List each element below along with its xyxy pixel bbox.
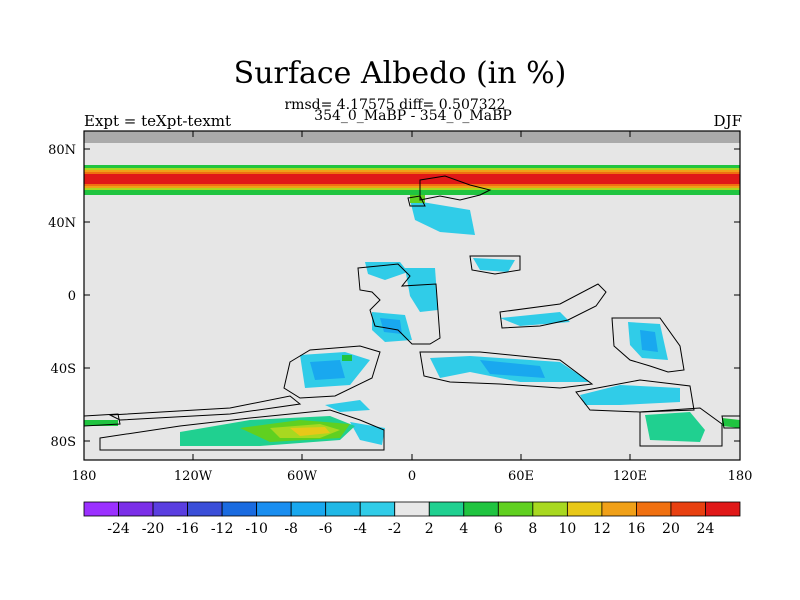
lon-label-180w: 180 (72, 469, 97, 484)
colorbar-label: 8 (528, 521, 537, 537)
colorbar-swatch (256, 501, 292, 517)
colorbar-swatch (705, 501, 741, 517)
season-label: DJF (713, 112, 742, 130)
colorbar-swatch (290, 501, 327, 517)
colorbar-swatch (601, 501, 637, 517)
stats-line: rmsd= 4.17575 diff= 0.507322 (284, 97, 506, 113)
colorbar (83, 501, 741, 517)
lon-label-180e: 180 (728, 469, 753, 484)
colorbar-swatch (670, 501, 706, 517)
lon-label-60e: 60E (508, 469, 534, 484)
colorbar-swatch (497, 501, 534, 517)
experiment-label: Expt = teXpt-texmt (84, 112, 232, 130)
lon-tick-labels: 180 120W 60W 0 60E 120E 180 (72, 469, 753, 484)
colorbar-swatch (118, 501, 154, 517)
lon-label-0: 0 (408, 469, 416, 484)
colorbar-swatch (428, 501, 465, 517)
colorbar-label: -12 (211, 521, 234, 537)
colorbar-label: 20 (662, 521, 680, 537)
antarctic-positive-patches (84, 195, 740, 446)
colorbar-swatch (83, 501, 119, 517)
lat-label-40n: 40N (48, 216, 76, 231)
colorbar-label: 10 (558, 521, 576, 537)
continent-outlines (83, 175, 741, 451)
lat-label-0: 0 (68, 289, 76, 304)
colorbar-label: -8 (284, 521, 298, 537)
comparison-line: 354_0_MaBP - 354_0_MaBP (314, 108, 512, 124)
colorbar-swatch (325, 501, 361, 517)
lat-label-40s: 40S (51, 362, 76, 377)
lat-label-80n: 80N (48, 143, 76, 158)
colorbar-label: -16 (176, 521, 199, 537)
colorbar-swatch (187, 501, 223, 517)
colorbar-swatch (152, 501, 188, 517)
colorbar-label: 4 (459, 521, 468, 537)
colorbar-swatch (566, 501, 603, 517)
lon-label-120w: 120W (174, 469, 213, 484)
colorbar-swatch (394, 501, 430, 517)
colorbar-swatch (636, 501, 672, 517)
colorbar-label: 6 (494, 521, 503, 537)
colorbar-label: -6 (319, 521, 333, 537)
north-high-albedo-band (84, 165, 740, 195)
colorbar-label: -2 (388, 521, 402, 537)
colorbar-label: 16 (628, 521, 646, 537)
colorbar-label: 12 (593, 521, 611, 537)
colorbar-label: 2 (425, 521, 434, 537)
lon-label-60w: 60W (287, 469, 318, 484)
lat-tick-labels: 80N 40N 0 40S 80S (48, 143, 76, 450)
colorbar-swatch (463, 501, 499, 517)
colorbar-label: -4 (353, 521, 367, 537)
lon-label-120e: 120E (613, 469, 647, 484)
colorbar-swatch (532, 501, 568, 517)
colorbar-label: -10 (245, 521, 268, 537)
lat-axis (84, 148, 740, 442)
colorbar-swatch (221, 501, 258, 517)
plot-title: Surface Albedo (in %) (233, 56, 567, 91)
colorbar-label: -24 (107, 521, 130, 537)
lat-label-80s: 80S (51, 435, 76, 450)
colorbar-labels: -24 -20 -16 -12 -10 -8 -6 -4 -2 2 4 6 8 10 12 16 20 24 (107, 521, 714, 537)
colorbar-label: 24 (697, 521, 715, 537)
colorbar-label: -20 (142, 521, 165, 537)
lon-axis (83, 131, 741, 460)
colorbar-swatch (359, 501, 396, 517)
